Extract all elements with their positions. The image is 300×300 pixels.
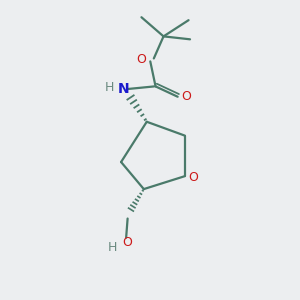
Text: N: N bbox=[118, 82, 130, 96]
Text: H: H bbox=[108, 242, 118, 254]
Text: O: O bbox=[189, 171, 199, 184]
Text: H: H bbox=[105, 81, 114, 94]
Text: O: O bbox=[182, 90, 191, 103]
Text: O: O bbox=[122, 236, 132, 249]
Text: O: O bbox=[136, 53, 146, 66]
